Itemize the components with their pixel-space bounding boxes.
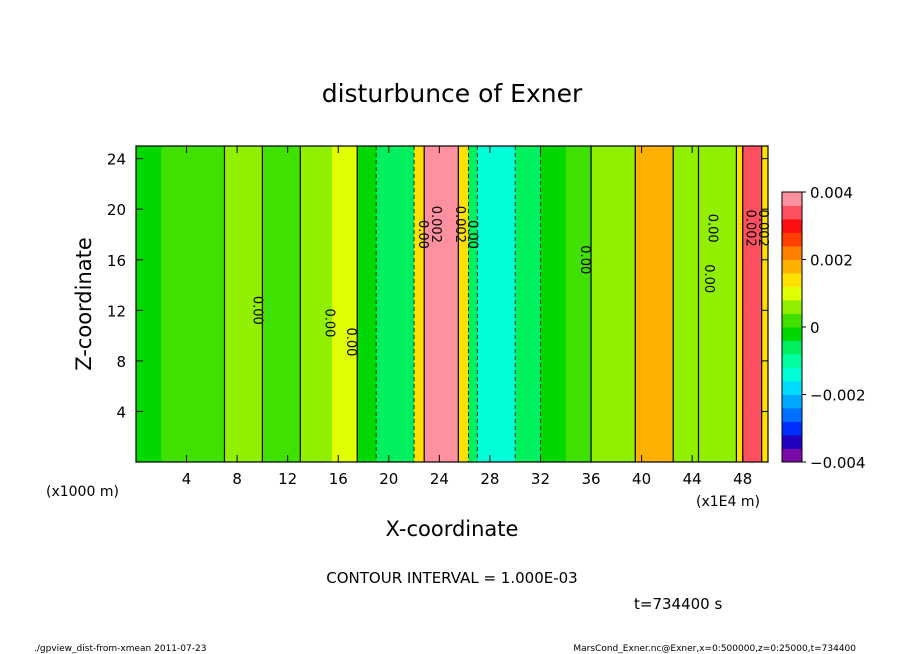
colorbar-tick-label-2: 0 xyxy=(810,319,820,337)
contour-label-11: 0.002 xyxy=(755,210,770,247)
footer-right: MarsCond_Exner.nc@Exner,x=0:500000,z=0:2… xyxy=(573,644,856,654)
colorbar-swatch-1 xyxy=(782,435,802,449)
contour-layer xyxy=(223,146,763,462)
field-band-3 xyxy=(262,146,301,462)
colorbar-swatch-3 xyxy=(782,408,802,422)
field-layer xyxy=(136,146,769,462)
field-band-17 xyxy=(635,146,674,462)
plot-area: 0.00 0.000.000.000.002 0.0020.000.000.000.… xyxy=(107,145,771,488)
y-tick-label-5: 24 xyxy=(107,151,126,169)
field-band-9 xyxy=(424,146,459,462)
y-axis-label: Z-coordinate xyxy=(72,237,96,371)
colorbar-swatch-7 xyxy=(782,354,802,368)
contour-label-8: 0.00 xyxy=(701,264,716,293)
x-tick-label-5: 24 xyxy=(430,470,449,488)
x-unit-right: (x1E4 m) xyxy=(696,494,760,510)
field-band-12 xyxy=(477,146,516,462)
y-tick-label-2: 12 xyxy=(107,302,126,320)
colorbar-swatch-14 xyxy=(782,259,802,274)
field-band-0 xyxy=(136,146,162,462)
x-tick-label-2: 12 xyxy=(278,470,297,488)
contour-label-6: 0.00 xyxy=(464,220,479,249)
colorbar-swatch-8 xyxy=(782,340,802,355)
field-band-8 xyxy=(414,146,425,462)
colorbar-swatch-0 xyxy=(782,448,802,463)
colorbar-swatch-12 xyxy=(782,286,802,301)
contour-label-7: 0.00 xyxy=(577,245,592,274)
y-tick-label-0: 4 xyxy=(116,403,126,421)
colorbar-swatch-4 xyxy=(782,394,802,409)
colorbar-swatch-16 xyxy=(782,232,802,247)
x-tick-label-8: 36 xyxy=(581,470,600,488)
plot-frame xyxy=(135,145,769,463)
field-band-5 xyxy=(331,146,358,462)
field-band-10 xyxy=(458,146,469,462)
time-text: t=734400 s xyxy=(634,595,722,613)
x-tick-label-11: 48 xyxy=(733,470,752,488)
contour-label-0: 0.00 xyxy=(250,296,265,325)
colorbar-tick-label-0: 0.004 xyxy=(810,184,853,202)
colorbar-swatch-19 xyxy=(782,192,802,206)
field-band-22 xyxy=(761,146,769,462)
field-band-14 xyxy=(540,146,567,462)
x-tick-label-9: 40 xyxy=(632,470,651,488)
x-tick-label-0: 4 xyxy=(182,470,192,488)
x-tick-label-6: 28 xyxy=(480,470,499,488)
field-band-6 xyxy=(357,146,377,462)
field-band-7 xyxy=(376,146,415,462)
colorbar-ticks: 0.004 0.002 0 −0.002 −0.004 xyxy=(802,184,866,472)
x-axis-label: X-coordinate xyxy=(386,517,519,541)
field-band-16 xyxy=(591,146,636,462)
field-band-19 xyxy=(698,146,737,462)
field-band-21 xyxy=(742,146,763,462)
colorbar-swatch-9 xyxy=(782,327,802,341)
x-tick-label-4: 20 xyxy=(379,470,398,488)
y-axis-ticks: 4 8 12 16 20 24 xyxy=(107,151,768,421)
field-band-20 xyxy=(736,146,744,462)
colorbar-swatches xyxy=(782,192,802,463)
contour-interval-text: CONTOUR INTERVAL = 1.000E-03 xyxy=(326,569,577,587)
y-tick-label-1: 8 xyxy=(116,353,126,371)
colorbar-swatch-11 xyxy=(782,300,802,314)
colorbar-swatch-5 xyxy=(782,381,802,395)
field-band-11 xyxy=(468,146,478,462)
colorbar-swatch-17 xyxy=(782,219,802,233)
contour-label-2: 0.00 xyxy=(343,327,358,356)
field-band-13 xyxy=(515,146,541,462)
colorbar-swatch-10 xyxy=(782,313,802,328)
y-tick-label-4: 20 xyxy=(107,201,126,219)
contour-label-9: 0.00 xyxy=(705,214,720,243)
contour-label-layer: 0.00 0.000.000.000.002 0.0020.000.000.000.… xyxy=(250,206,771,357)
contour-label-4: 0.002 xyxy=(428,206,443,243)
colorbar-tick-label-4: −0.004 xyxy=(810,454,866,472)
contour-label-3: 0.00 xyxy=(415,220,430,249)
x-tick-label-7: 32 xyxy=(531,470,550,488)
colorbar-swatch-18 xyxy=(782,205,802,220)
x-axis-ticks: 4 8 12 16 20 24 28 32 36 40 44 48 xyxy=(182,146,752,488)
x-tick-label-3: 16 xyxy=(329,470,348,488)
field-band-4 xyxy=(300,146,333,462)
field-band-1 xyxy=(161,146,225,462)
contour-label-5: 0.002 xyxy=(452,206,467,243)
chart-title: disturbunce of Exner xyxy=(322,79,583,108)
field-band-15 xyxy=(565,146,592,462)
colorbar-swatch-6 xyxy=(782,367,802,382)
colorbar-tick-label-3: −0.002 xyxy=(810,387,866,405)
colorbar-tick-label-1: 0.002 xyxy=(810,252,853,270)
colorbar-swatch-13 xyxy=(782,273,802,287)
colorbar: 0.004 0.002 0 −0.002 −0.004 xyxy=(781,184,866,472)
colorbar-swatch-15 xyxy=(782,246,802,260)
contour-label-10: 0.002 xyxy=(743,210,758,247)
colorbar-swatch-2 xyxy=(782,421,802,436)
x-tick-label-1: 8 xyxy=(232,470,242,488)
y-tick-label-3: 16 xyxy=(107,252,126,270)
x-tick-label-10: 44 xyxy=(683,470,702,488)
field-band-2 xyxy=(224,146,263,462)
x-unit-left: (x1000 m) xyxy=(46,484,119,500)
contour-label-1: 0.00 xyxy=(322,308,337,337)
field-band-18 xyxy=(673,146,699,462)
footer-left: ./gpview_dist-from-xmean 2011-07-23 xyxy=(34,644,206,654)
